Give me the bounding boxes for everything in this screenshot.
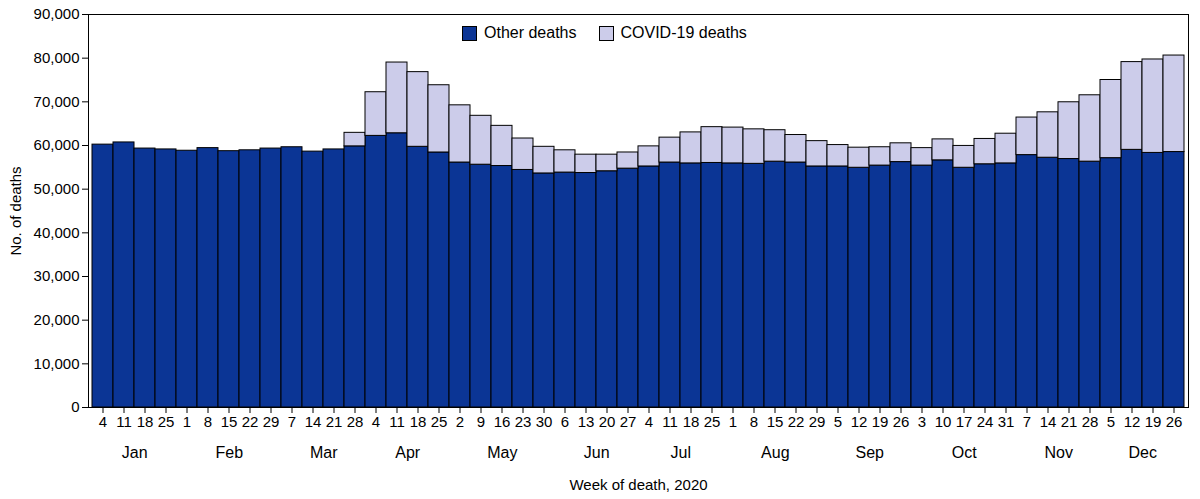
svg-text:Apr: Apr <box>395 444 421 461</box>
svg-text:18: 18 <box>410 413 427 430</box>
svg-text:Oct: Oct <box>952 444 977 461</box>
svg-text:18: 18 <box>137 413 154 430</box>
svg-text:21: 21 <box>1061 413 1078 430</box>
svg-text:25: 25 <box>431 413 448 430</box>
svg-text:2: 2 <box>456 413 464 430</box>
svg-text:5: 5 <box>1107 413 1115 430</box>
svg-text:17: 17 <box>956 413 973 430</box>
svg-text:1: 1 <box>183 413 191 430</box>
svg-text:9: 9 <box>477 413 485 430</box>
svg-text:28: 28 <box>1082 413 1099 430</box>
svg-text:Jun: Jun <box>584 444 610 461</box>
svg-text:14: 14 <box>305 413 322 430</box>
svg-text:7: 7 <box>288 413 296 430</box>
svg-text:No. of deaths: No. of deaths <box>7 166 24 255</box>
svg-text:12: 12 <box>851 413 868 430</box>
svg-text:10: 10 <box>935 413 952 430</box>
svg-text:20,000: 20,000 <box>34 311 80 328</box>
svg-text:Aug: Aug <box>761 444 789 461</box>
svg-text:13: 13 <box>578 413 595 430</box>
svg-text:28: 28 <box>347 413 364 430</box>
svg-text:20: 20 <box>599 413 616 430</box>
svg-text:15: 15 <box>221 413 238 430</box>
svg-text:Jul: Jul <box>671 444 691 461</box>
svg-text:26: 26 <box>1166 413 1183 430</box>
svg-text:4: 4 <box>372 413 380 430</box>
svg-text:90,000: 90,000 <box>34 5 80 22</box>
svg-text:24: 24 <box>977 413 994 430</box>
svg-text:0: 0 <box>71 398 79 415</box>
svg-text:15: 15 <box>767 413 784 430</box>
svg-text:40,000: 40,000 <box>34 224 80 241</box>
svg-text:5: 5 <box>834 413 842 430</box>
svg-text:18: 18 <box>683 413 700 430</box>
svg-text:16: 16 <box>494 413 511 430</box>
svg-text:Jan: Jan <box>122 444 148 461</box>
svg-text:1: 1 <box>729 413 737 430</box>
svg-text:8: 8 <box>204 413 212 430</box>
svg-text:30,000: 30,000 <box>34 267 80 284</box>
svg-text:11: 11 <box>662 413 678 430</box>
svg-text:25: 25 <box>704 413 721 430</box>
svg-text:4: 4 <box>99 413 107 430</box>
svg-text:Sep: Sep <box>855 444 884 461</box>
svg-text:30: 30 <box>536 413 553 430</box>
svg-text:Nov: Nov <box>1045 444 1073 461</box>
svg-text:May: May <box>487 444 517 461</box>
svg-text:22: 22 <box>788 413 805 430</box>
svg-text:60,000: 60,000 <box>34 136 80 153</box>
svg-text:Week of death, 2020: Week of death, 2020 <box>569 476 707 493</box>
svg-text:27: 27 <box>620 413 637 430</box>
svg-text:19: 19 <box>872 413 889 430</box>
svg-text:80,000: 80,000 <box>34 49 80 66</box>
svg-text:70,000: 70,000 <box>34 93 80 110</box>
svg-text:12: 12 <box>1124 413 1141 430</box>
svg-text:50,000: 50,000 <box>34 180 80 197</box>
svg-text:14: 14 <box>1040 413 1057 430</box>
svg-text:26: 26 <box>893 413 910 430</box>
svg-text:31: 31 <box>998 413 1015 430</box>
svg-text:3: 3 <box>918 413 926 430</box>
html-text:Other deaths: Other deaths <box>484 24 577 41</box>
svg-text:11: 11 <box>116 413 132 430</box>
svg-text:Mar: Mar <box>310 444 338 461</box>
svg-text:11: 11 <box>389 413 405 430</box>
svg-text:6: 6 <box>561 413 569 430</box>
html-text:COVID-19 deaths: COVID-19 deaths <box>620 24 747 41</box>
svg-text:10,000: 10,000 <box>34 355 80 372</box>
svg-text:21: 21 <box>326 413 343 430</box>
svg-text:19: 19 <box>1145 413 1162 430</box>
svg-text:23: 23 <box>515 413 532 430</box>
svg-text:29: 29 <box>263 413 280 430</box>
svg-text:8: 8 <box>750 413 758 430</box>
svg-text:29: 29 <box>809 413 826 430</box>
svg-text:Feb: Feb <box>216 444 244 461</box>
svg-text:22: 22 <box>242 413 259 430</box>
svg-text:Dec: Dec <box>1129 444 1157 461</box>
svg-text:25: 25 <box>158 413 175 430</box>
svg-text:4: 4 <box>645 413 653 430</box>
svg-text:7: 7 <box>1023 413 1031 430</box>
